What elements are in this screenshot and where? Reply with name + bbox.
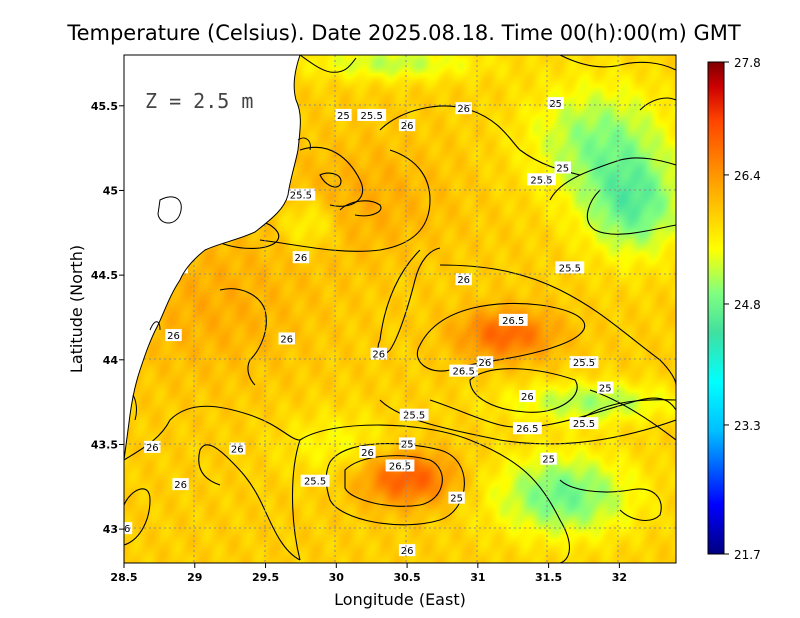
contour-label: 26	[372, 350, 385, 361]
y-tick-label: 43	[103, 523, 118, 536]
contour-label: 25.5	[573, 358, 595, 369]
contour-label-bg	[300, 474, 330, 487]
contour-label-bg	[512, 422, 542, 435]
contour-label: 25	[450, 494, 463, 505]
colorbar-tick-label: 24.8	[734, 298, 761, 312]
contour-label-bg	[540, 452, 557, 465]
contour-label-bg	[359, 445, 376, 458]
contour-label: 26	[146, 443, 159, 454]
y-axis-label: Latitude (North)	[67, 245, 86, 373]
x-axis-label: Longitude (East)	[334, 590, 466, 609]
contour-label: 26	[280, 334, 293, 345]
contour-label: 26	[401, 546, 414, 557]
contour-label: 25.5	[290, 191, 312, 202]
chart-title: Temperature (Celsius). Date 2025.08.18. …	[66, 21, 741, 45]
y-tick-label: 44.5	[91, 269, 118, 282]
colorbar-ticks: 27.8 26.4 24.8 23.3 21.7	[724, 56, 761, 562]
contour-label: 26	[118, 524, 131, 535]
land-mass	[124, 55, 301, 461]
contour-label: 25	[556, 163, 569, 174]
contour-label-bg	[357, 108, 387, 121]
colorbar-tick-label: 27.8	[734, 56, 761, 70]
contour-label-bg	[370, 347, 387, 360]
depth-label: Z = 2.5 m	[145, 89, 253, 113]
colorbar: 27.8 26.4 24.8 23.3 21.7	[707, 56, 761, 562]
contour-label: 25.5	[304, 477, 326, 488]
contour-label-bg	[449, 364, 479, 377]
x-tick-label: 29	[187, 571, 202, 584]
contour-label: 25.5	[403, 411, 425, 422]
contour-label-bg	[547, 97, 564, 110]
contour-label-bg	[399, 408, 429, 421]
contour-label: 26	[361, 448, 374, 459]
y-tick-label: 43.5	[91, 438, 118, 451]
contour-label: 26	[167, 331, 180, 342]
colorbar-gradient	[707, 61, 725, 555]
contour-label-bg	[229, 442, 246, 455]
contour-label: 26	[479, 358, 492, 369]
contour-label: 25.5	[573, 419, 595, 430]
contour-label: 26	[231, 445, 244, 456]
contour-label-bg	[398, 119, 416, 132]
contour-label-bg	[455, 273, 472, 286]
contour-label-bg	[569, 356, 599, 369]
colorbar-tick-label: 26.4	[734, 169, 761, 183]
contour-label-bg	[527, 173, 556, 186]
contour-label: 25	[542, 455, 555, 466]
contour-label: 26	[457, 104, 470, 115]
x-tick-label: 32	[612, 571, 627, 584]
contour-label: 26	[521, 392, 534, 403]
contour-label-bg	[398, 544, 416, 557]
plot-frame	[123, 54, 677, 564]
x-axis: 28.5 29 29.5 30 30.5 31 31.5 32	[110, 563, 627, 584]
contour-label-bg	[144, 440, 161, 453]
contour-label: 26.5	[389, 461, 411, 472]
contour-label: 25	[337, 111, 350, 122]
contour-label: 26.5	[516, 424, 538, 435]
contour-label-bg	[385, 459, 415, 472]
contour-label: 26	[457, 275, 470, 286]
x-tick-label: 30.5	[394, 571, 421, 584]
x-tick-label: 31	[470, 571, 485, 584]
contour-label: 26.5	[453, 367, 475, 378]
coastal-islet	[157, 196, 182, 224]
colorbar-tick-label: 21.7	[734, 548, 761, 562]
contour-label-bg	[519, 390, 536, 403]
contour-label-bg	[286, 188, 316, 201]
colorbar-tick-label: 23.3	[734, 419, 761, 433]
contour-label: 26	[295, 253, 308, 264]
contour-label: 26.5	[502, 316, 524, 327]
x-tick-label: 29.5	[252, 571, 279, 584]
contour-label-bg	[555, 261, 585, 274]
contour-label-bg	[335, 108, 352, 121]
contour-label: 25.5	[559, 263, 581, 274]
contour-label: 26	[174, 480, 187, 491]
contour-label: 25	[599, 384, 612, 395]
contour-label: 25	[401, 439, 414, 450]
y-tick-label: 45	[103, 184, 118, 197]
y-axis: 43 43.5 44 44.5 45 45.5	[91, 100, 124, 536]
x-tick-label: 30	[329, 571, 345, 584]
contour-label-bg	[172, 478, 189, 491]
coastline-detail	[132, 55, 357, 421]
plot-area: 25 25.5 26 26 25 25 25.5 25.5 26 25.5 26 25.5 26.5 26…	[118, 55, 676, 563]
contour-label-bg	[398, 437, 416, 450]
contour-label-bg	[498, 313, 528, 326]
contour-label: 25.5	[361, 111, 383, 122]
contour-label: 26	[401, 121, 414, 132]
contour-label-bg	[124, 522, 133, 535]
y-tick-label: 44	[103, 354, 119, 367]
contour-label-bg	[292, 251, 310, 264]
x-tick-label: 31.5	[535, 571, 562, 584]
contour-label-bg	[165, 329, 182, 342]
contour-label-bg	[554, 161, 571, 174]
x-tick-label: 28.5	[110, 571, 137, 584]
contour-label-bg	[448, 491, 465, 504]
contour-label: 25.5	[530, 175, 552, 186]
contour-label-bg	[569, 417, 599, 430]
contour-label-bg	[597, 381, 614, 394]
y-tick-label: 45.5	[91, 100, 118, 113]
contour-label-bg	[278, 332, 295, 345]
